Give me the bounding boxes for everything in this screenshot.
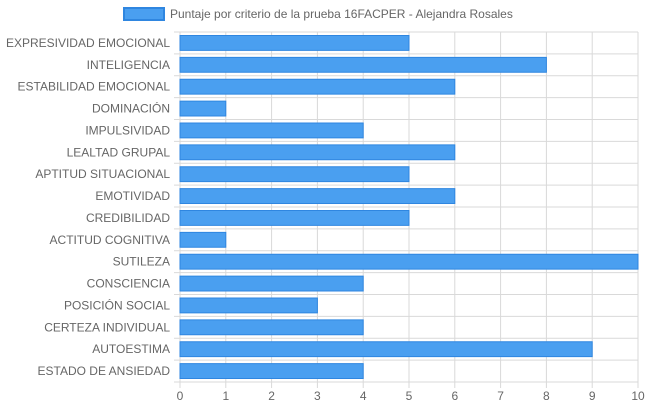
- bar-3[interactable]: [179, 100, 227, 117]
- category-label: AUTOESTIMA: [92, 342, 170, 356]
- bar-9[interactable]: [179, 231, 227, 248]
- x-tick-label: 10: [631, 389, 645, 403]
- category-label: CERTEZA INDIVIDUAL: [44, 320, 170, 334]
- bar-8[interactable]: [179, 210, 410, 226]
- category-label: IMPULSIVIDAD: [85, 123, 170, 137]
- category-label: ACTITUD COGNITIVA: [50, 233, 170, 247]
- bar-1[interactable]: [179, 56, 547, 73]
- legend-swatch: [123, 7, 165, 21]
- bar-0[interactable]: [179, 35, 410, 51]
- category-label: SUTILEZA: [113, 255, 170, 269]
- x-tick-label: 9: [589, 389, 596, 403]
- category-label: EMOTIVIDAD: [95, 189, 170, 203]
- bar-5[interactable]: [179, 144, 456, 161]
- bar-10[interactable]: [179, 253, 639, 270]
- category-label: POSICIÓN SOCIAL: [64, 297, 170, 312]
- bar-11[interactable]: [179, 275, 364, 292]
- x-tick-label: 7: [497, 389, 504, 403]
- x-axis-tick-labels: 0 1 2 3 4 5 6 7 8 9 10: [177, 389, 645, 403]
- bar-6[interactable]: [179, 166, 410, 183]
- x-tick-label: 1: [222, 389, 229, 403]
- bars: [179, 35, 639, 379]
- bar-14[interactable]: [179, 341, 593, 358]
- x-tick-label: 0: [177, 389, 184, 403]
- category-label: DOMINACIÓN: [92, 101, 170, 116]
- category-label: ESTABILIDAD EMOCIONAL: [18, 80, 171, 94]
- category-label: CONSCIENCIA: [87, 277, 170, 291]
- x-tick-label: 2: [268, 389, 275, 403]
- bar-12[interactable]: [179, 297, 318, 314]
- x-tick-label: 4: [360, 389, 367, 403]
- x-tick-label: 5: [406, 389, 413, 403]
- category-label: APTITUD SITUACIONAL: [35, 167, 170, 181]
- x-tick-label: 6: [451, 389, 458, 403]
- x-tick-label: 8: [543, 389, 550, 403]
- category-label: INTELIGENCIA: [87, 58, 170, 72]
- x-tick-label: 3: [314, 389, 321, 403]
- category-label: ESTADO DE ANSIEDAD: [38, 364, 171, 378]
- legend[interactable]: Puntaje por criterio de la prueba 16FACP…: [123, 7, 513, 21]
- bar-2[interactable]: [179, 78, 456, 95]
- category-labels: EXPRESIVIDAD EMOCIONAL INTELIGENCIA ESTABI…: [6, 36, 170, 378]
- category-label: EXPRESIVIDAD EMOCIONAL: [6, 36, 170, 50]
- legend-label: Puntaje por criterio de la prueba 16FACP…: [170, 7, 513, 21]
- bar-7[interactable]: [179, 188, 456, 204]
- category-label: CREDIBILIDAD: [86, 211, 170, 225]
- category-label: LEALTAD GRUPAL: [67, 145, 171, 159]
- bar-15[interactable]: [179, 363, 364, 379]
- bar-4[interactable]: [179, 122, 364, 139]
- bar-13[interactable]: [179, 319, 364, 336]
